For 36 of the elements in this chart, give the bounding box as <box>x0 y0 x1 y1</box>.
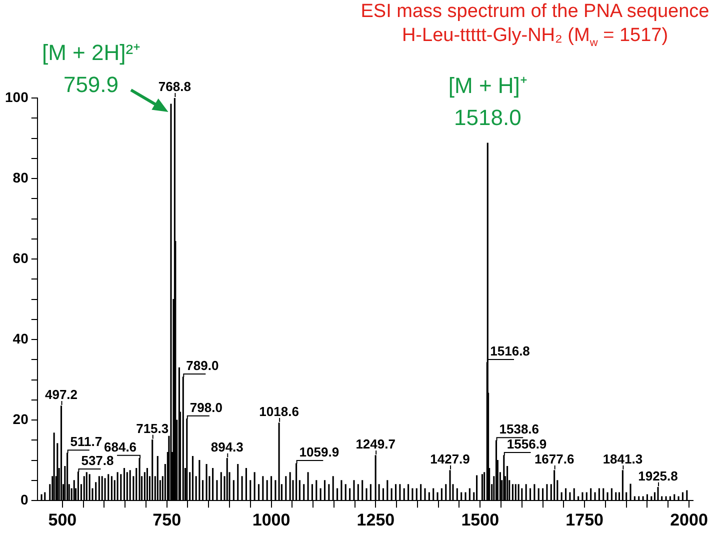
annotation: 511.7 <box>70 434 102 450</box>
annotation: 1427.9 <box>430 451 470 466</box>
x-tick-label: 500 <box>48 510 77 530</box>
x-tick-label: 750 <box>152 510 182 530</box>
x-tick-label: 2000 <box>670 510 708 530</box>
annotation: 894.3 <box>210 439 244 454</box>
y-tick-label: 0 <box>20 491 29 508</box>
annotation: 1059.9 <box>299 444 340 460</box>
y-tick-label: 60 <box>12 250 29 266</box>
annotation: 1018.6 <box>259 404 299 419</box>
annotation: 768.8 <box>158 79 191 94</box>
y-tick-label: 20 <box>12 410 29 427</box>
annotation: 1249.7 <box>356 436 396 452</box>
annotation: 497.2 <box>44 387 78 402</box>
annotation: 798.0 <box>190 400 222 415</box>
annotation: 1516.8 <box>490 344 530 359</box>
x-tick-label: 1250 <box>356 510 395 530</box>
annotation: 1925.8 <box>638 468 678 484</box>
annotation: [M + H]⁺ 1518.0 <box>448 73 527 130</box>
annotation: 684.6 <box>104 439 137 454</box>
x-tick-label: 1750 <box>566 510 604 530</box>
x-tick-label: 1000 <box>252 510 290 530</box>
annotation: [M + 2H]²⁺ 759.9 <box>42 40 140 98</box>
y-tick-label: 40 <box>12 330 29 346</box>
annotation: 1556.9 <box>506 436 547 452</box>
chart-title: ESI mass spectrum of the PNA sequence <box>360 0 710 24</box>
annotation: 1538.6 <box>499 422 540 437</box>
y-tick-label: 80 <box>12 169 29 186</box>
x-tick-label: 1500 <box>461 510 500 530</box>
annotation: 715.3 <box>136 420 169 436</box>
annotation: 789.0 <box>186 358 219 374</box>
chart-subtitle: H-Leu-ttttt-Gly-NH₂ (M$_{w}$ = 1517) <box>400 24 670 51</box>
annotation: 1677.6 <box>534 451 574 466</box>
y-tick-label: 100 <box>5 88 29 105</box>
annotation: 1841.3 <box>602 451 643 466</box>
annotation: 537.8 <box>81 453 114 468</box>
